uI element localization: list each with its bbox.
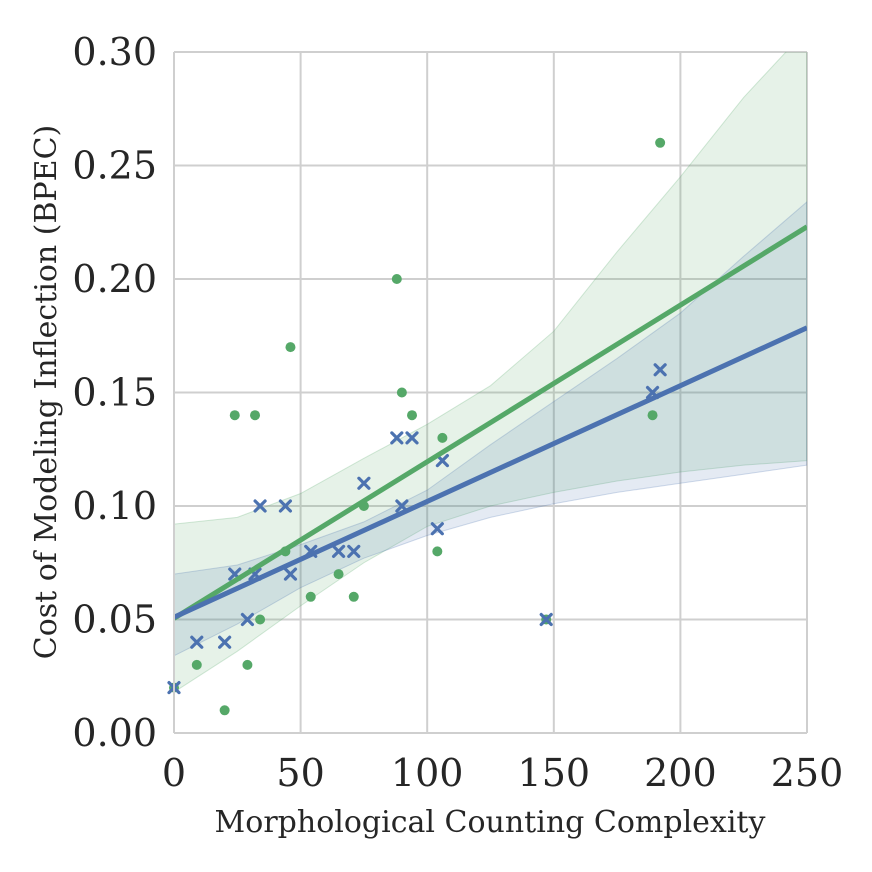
- regression-lines: [174, 224, 807, 621]
- tick-labels: 0 50 100 150 200 250 0.00 0.05 0.10 0.15 0.20 0.25 0…: [72, 30, 843, 795]
- point-circles: [432, 546, 443, 557]
- x-tick-label: 250: [771, 751, 844, 795]
- y-tick-label: 0.05: [72, 598, 157, 642]
- y-axis-label: Cost of Modeling Inflection (BPEC): [29, 125, 64, 660]
- y-tick-label: 0.25: [72, 144, 157, 188]
- point-circles: [348, 591, 359, 602]
- point-crosses: [390, 431, 404, 445]
- point-crosses: [253, 499, 267, 513]
- point-crosses: [357, 476, 371, 490]
- ci-band-circles: [174, 52, 807, 693]
- point-circles: [229, 410, 240, 421]
- point-crosses: [278, 499, 293, 513]
- point-circles: [285, 342, 296, 353]
- point-circles: [191, 659, 202, 670]
- y-tick-label: 0.20: [72, 257, 157, 301]
- point-circles: [396, 387, 407, 398]
- axis-spines: [173, 52, 807, 734]
- point-crosses: [283, 567, 298, 581]
- x-tick-label: 100: [391, 751, 464, 795]
- point-crosses: [653, 363, 667, 377]
- y-tick-label: 0.15: [72, 371, 157, 415]
- y-tick-label: 0.10: [72, 484, 157, 528]
- point-circles: [219, 705, 230, 716]
- point-circles: [305, 591, 316, 602]
- point-circles: [437, 432, 448, 443]
- x-tick-label: 200: [644, 751, 717, 795]
- y-tick-label: 0.00: [72, 711, 157, 755]
- point-circles: [255, 614, 266, 625]
- point-crosses: [405, 431, 419, 445]
- regression-line-circles: [174, 224, 807, 621]
- point-crosses: [218, 635, 232, 649]
- y-tick-label: 0.30: [72, 30, 157, 74]
- regression-line-crosses: [174, 325, 807, 620]
- x-tick-label: 0: [162, 751, 186, 795]
- x-tick-label: 150: [518, 751, 591, 795]
- x-tick-label: 50: [276, 751, 324, 795]
- point-crosses: [240, 612, 255, 627]
- x-axis-label: Morphological Counting Complexity: [215, 805, 766, 840]
- point-circles: [647, 410, 658, 421]
- grid: [173, 51, 808, 734]
- point-circles: [407, 410, 418, 421]
- point-circles: [242, 659, 253, 670]
- point-crosses: [539, 612, 553, 627]
- point-circles: [655, 137, 666, 148]
- point-crosses: [331, 544, 346, 559]
- point-crosses: [430, 522, 444, 536]
- confidence-bands: [174, 52, 807, 693]
- point-crosses: [190, 635, 204, 649]
- point-circles: [250, 410, 261, 421]
- point-crosses: [347, 544, 361, 559]
- point-circles: [333, 569, 344, 580]
- point-circles: [391, 274, 402, 284]
